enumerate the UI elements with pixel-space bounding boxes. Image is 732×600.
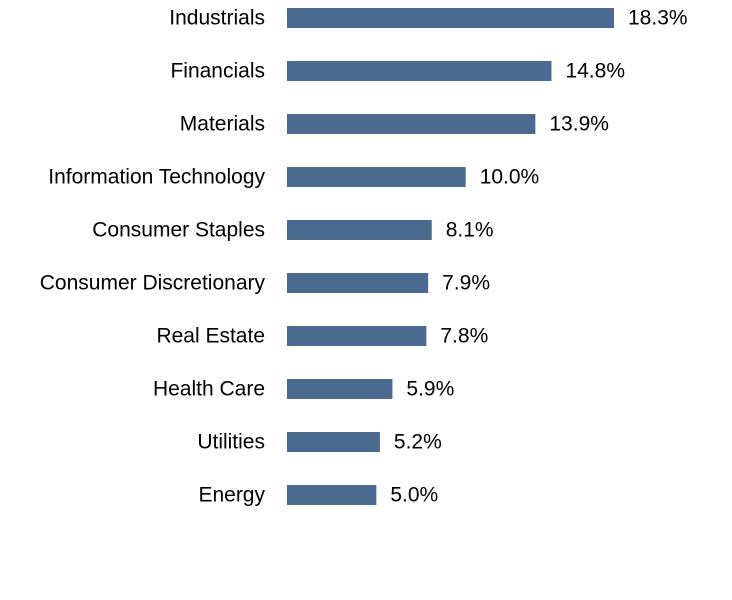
category-label-utilities: Utilities — [197, 431, 265, 454]
bar-consumer-staples — [287, 220, 432, 240]
value-label-financials: 14.8% — [565, 60, 625, 83]
value-label-consumer-discretionary: 7.9% — [442, 272, 490, 295]
value-label-industrials: 18.3% — [628, 7, 688, 30]
value-label-materials: 13.9% — [549, 113, 609, 136]
category-label-energy: Energy — [198, 484, 265, 507]
category-label-industrials: Industrials — [169, 7, 265, 30]
category-label-health-care: Health Care — [153, 378, 265, 401]
category-label-consumer-staples: Consumer Staples — [92, 219, 265, 242]
bar-industrials — [287, 8, 614, 28]
value-label-utilities: 5.2% — [394, 431, 442, 454]
bar-energy — [287, 485, 377, 505]
value-label-information-technology: 10.0% — [480, 166, 540, 189]
category-label-financials: Financials — [170, 60, 265, 83]
bar-real-estate — [287, 326, 427, 346]
value-label-real-estate: 7.8% — [440, 325, 488, 348]
category-label-real-estate: Real Estate — [156, 325, 265, 348]
bar-utilities — [287, 432, 380, 452]
bar-financials — [287, 61, 552, 81]
bar-health-care — [287, 379, 393, 399]
labels-layer: Industrials 18.3% Financials 14.8% Materials… — [40, 7, 688, 507]
value-label-energy: 5.0% — [390, 484, 438, 507]
category-label-consumer-discretionary: Consumer Discretionary — [40, 272, 266, 295]
value-label-health-care: 5.9% — [406, 378, 454, 401]
bars-layer — [287, 8, 614, 505]
bar-consumer-discretionary — [287, 273, 429, 293]
value-label-consumer-staples: 8.1% — [446, 219, 494, 242]
category-label-materials: Materials — [180, 113, 265, 136]
category-label-information-technology: Information Technology — [48, 166, 265, 189]
bar-materials — [287, 114, 536, 134]
bar-information-technology — [287, 167, 466, 187]
